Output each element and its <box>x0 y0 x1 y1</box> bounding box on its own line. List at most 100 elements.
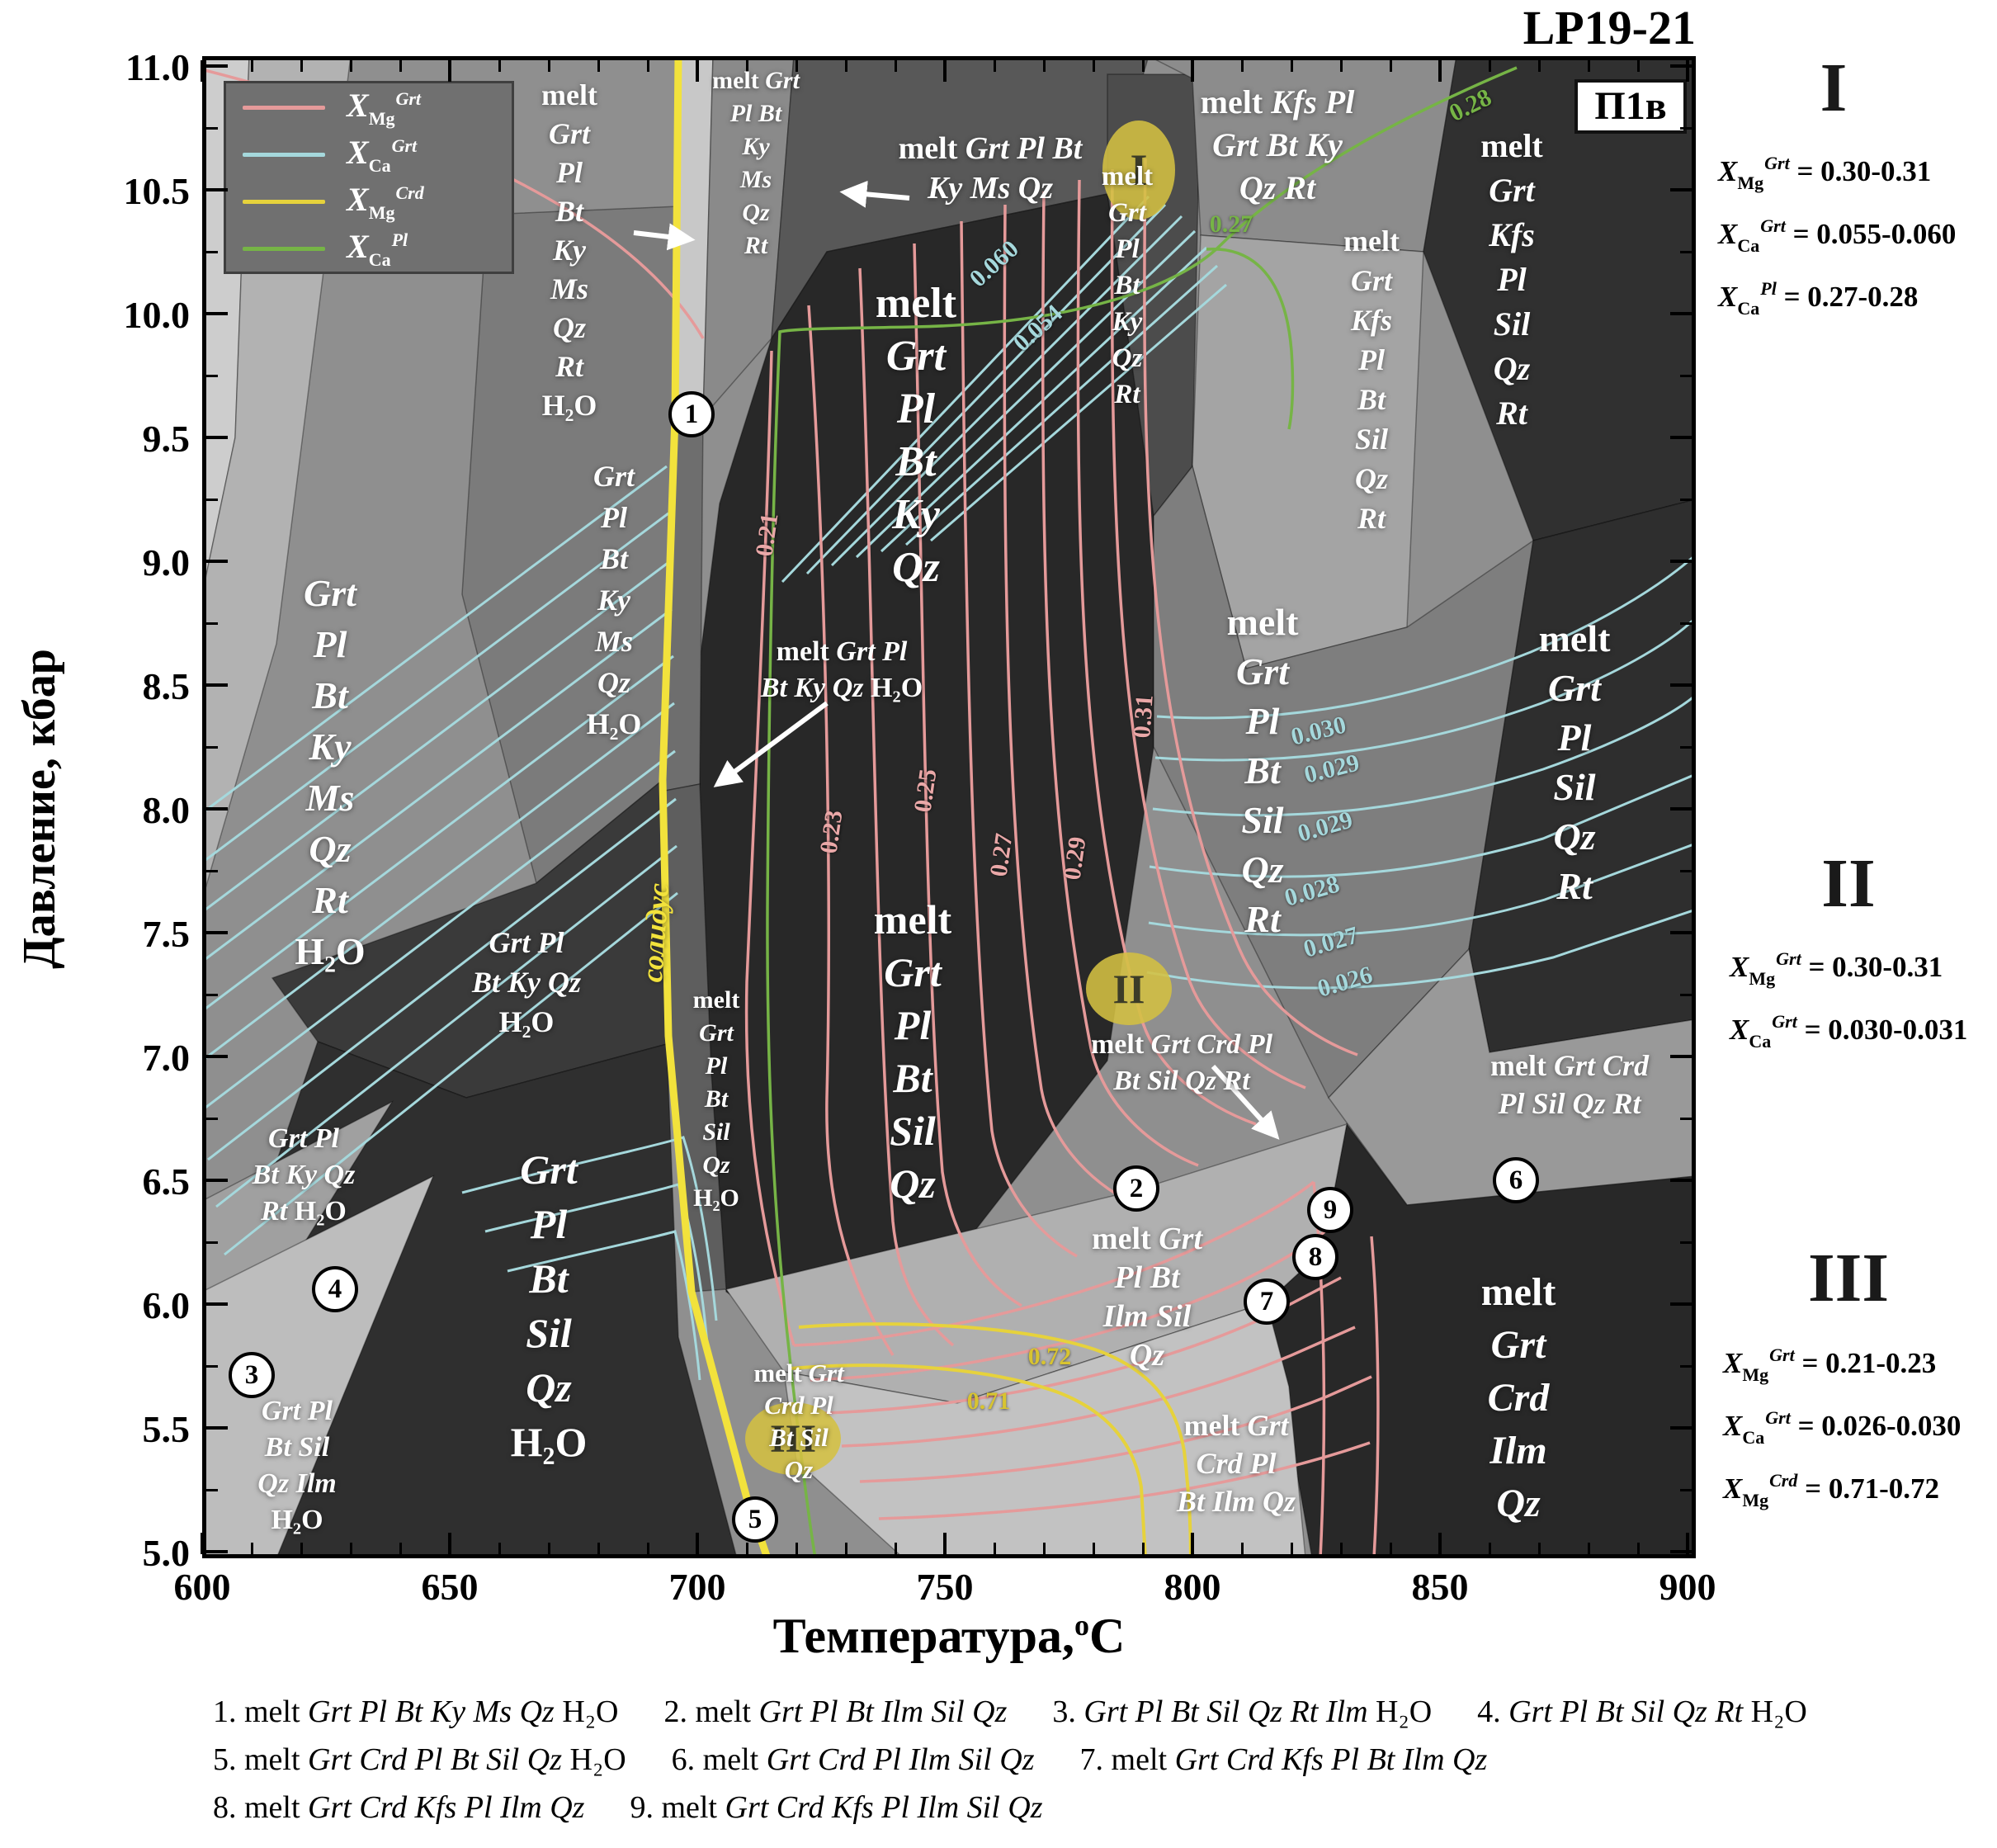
y-tick <box>206 1055 228 1058</box>
y-minor-tick <box>1680 745 1692 749</box>
x-axis-title: Температура,oC <box>202 1608 1696 1665</box>
x-axis-degree-mark: o <box>1074 1609 1089 1642</box>
y-tick-label: 10.0 <box>123 294 191 336</box>
x-minor-tick <box>1636 1543 1640 1554</box>
x-tick <box>1686 60 1689 82</box>
y-tick <box>206 560 228 563</box>
x-minor-tick <box>1290 60 1293 72</box>
y-minor-tick <box>206 1117 218 1120</box>
field-bl-wedge2 <box>202 1174 435 1558</box>
legend-line-sample <box>243 246 325 251</box>
x-minor-tick <box>993 1543 996 1554</box>
x-minor-tick <box>547 1543 550 1554</box>
x-minor-tick <box>1636 60 1640 72</box>
isopleth-value-label: 0.29 <box>1058 834 1092 882</box>
y-tick <box>206 64 228 68</box>
y-tick <box>1670 1550 1692 1553</box>
field-crd-rt-light <box>1328 948 1696 1206</box>
stage-annotation-values-III: XMgGrt = 0.21-0.23 XCaGrt = 0.026-0.030 XM… <box>1723 1334 1961 1522</box>
x-minor-tick <box>894 1543 897 1554</box>
x-minor-tick <box>349 1543 352 1554</box>
x-tick <box>448 60 451 82</box>
y-minor-tick <box>1680 1364 1692 1368</box>
legend-entry-XCa-Grt: XCaGrt <box>226 130 512 177</box>
stage-ellipse-II: II <box>1086 952 1172 1025</box>
x-tick-label: 700 <box>668 1566 726 1608</box>
x-minor-tick <box>795 1543 798 1554</box>
field-label: melt Grt Crd Pl Bt Ilm Qz <box>1176 1409 1296 1518</box>
y-minor-tick <box>1680 250 1692 253</box>
x-minor-tick <box>745 1543 748 1554</box>
y-tick-label: 5.5 <box>142 1408 191 1450</box>
isopleth-value-label: 0.31 <box>1128 693 1159 740</box>
y-tick <box>1670 560 1692 563</box>
y-tick <box>206 1426 228 1430</box>
isopleth-value-label: 0.23 <box>814 808 848 856</box>
y-tick <box>1670 683 1692 687</box>
x-minor-tick <box>597 60 600 72</box>
isopleths-XMg-Crd <box>790 1322 1192 1558</box>
x-tick <box>1438 60 1442 82</box>
x-minor-tick <box>646 1543 649 1554</box>
legend-entry-label: XMgCrd <box>347 180 424 223</box>
caption-item: 4. Grt Pl Bt Sil Qz Rt H₂O <box>1477 1694 1807 1729</box>
caption-row-2: 5. melt Grt Crd Pl Bt Sil Qz H₂O 6. melt … <box>213 1742 1532 1778</box>
stage-annotation-values-I: XMgGrt = 0.30-0.31 XCaGrt = 0.055-0.060 XC… <box>1718 142 1956 330</box>
x-minor-tick <box>795 60 798 72</box>
isopleth-value-label: 0.27 <box>984 831 1018 879</box>
y-tick <box>206 188 228 191</box>
isopleth-value-label: 0.25 <box>909 767 942 815</box>
annotation-line: XMgGrt = 0.30-0.31 <box>1718 153 1932 193</box>
stage-annotation-numeral-III: III <box>1807 1240 1890 1316</box>
field-label: солидус <box>635 881 676 984</box>
x-minor-tick <box>349 60 352 72</box>
field-label: melt Grt Kfs Pl Sil Qz Rt <box>1480 127 1543 432</box>
y-minor-tick <box>1680 126 1692 130</box>
y-tick-label: 6.5 <box>142 1160 191 1203</box>
x-minor-tick <box>1389 60 1392 72</box>
field-label: Grt Pl Bt Sil Qz Ilm H₂O <box>257 1396 337 1535</box>
caption-item: 6. melt Grt Crd Pl Ilm Sil Qz <box>671 1742 1035 1777</box>
reaction-point-2: 2 <box>1113 1165 1159 1212</box>
y-minor-tick <box>206 993 218 996</box>
isopleth-value-label: 0.21 <box>750 511 784 559</box>
stage-annotation-values-II: XMgGrt = 0.30-0.31 XCaGrt = 0.030-0.031 <box>1730 938 1967 1063</box>
x-tick <box>448 1533 451 1554</box>
y-tick <box>206 1550 228 1553</box>
reaction-point-5: 5 <box>732 1496 778 1543</box>
x-minor-tick <box>1488 1543 1491 1554</box>
legend-entry-XMg-Crd: XMgCrd <box>226 177 512 225</box>
y-tick-label: 8.5 <box>142 665 191 707</box>
x-minor-tick <box>1092 1543 1095 1554</box>
x-tick <box>1191 1533 1194 1554</box>
x-minor-tick <box>745 60 748 72</box>
field-label: melt Grt Crd Pl Bt Sil Qz <box>753 1359 844 1484</box>
y-minor-tick <box>1680 993 1692 996</box>
y-tick-label: 5.0 <box>142 1532 191 1574</box>
x-minor-tick <box>1290 1543 1293 1554</box>
x-minor-tick <box>993 60 996 72</box>
y-tick-label: 7.5 <box>142 913 191 955</box>
y-tick <box>206 312 228 315</box>
x-minor-tick <box>1141 60 1145 72</box>
y-tick-label: 10.5 <box>123 170 191 212</box>
annotation-line: XCaGrt = 0.026-0.030 <box>1723 1407 1962 1448</box>
field-label: melt Grt Pl Bt Ilm Sil Qz <box>1091 1222 1203 1373</box>
caption-item: 5. melt Grt Crd Pl Bt Sil Qz H₂O <box>213 1742 626 1777</box>
y-axis-title: Давление, кбар <box>14 649 65 969</box>
y-minor-tick <box>1680 374 1692 377</box>
field-label: melt Grt Pl Bt Ky Qz Rt <box>1101 162 1154 409</box>
legend-entry-label: XMgGrt <box>347 86 422 129</box>
y-tick-label: 11.0 <box>125 46 190 88</box>
x-tick-label: 650 <box>421 1566 479 1608</box>
y-minor-tick <box>1680 1488 1692 1491</box>
x-minor-tick <box>1042 60 1046 72</box>
isopleth-value-label: 0.71 <box>966 1387 1011 1415</box>
y-tick <box>1670 1055 1692 1058</box>
x-tick-label: 750 <box>916 1566 974 1608</box>
y-tick <box>206 683 228 687</box>
caption-item: 9. melt Grt Crd Kfs Pl Ilm Sil Qz <box>630 1790 1043 1825</box>
field-label: melt Grt Pl Bt Ky Qz <box>875 280 957 591</box>
y-minor-tick <box>206 745 218 749</box>
